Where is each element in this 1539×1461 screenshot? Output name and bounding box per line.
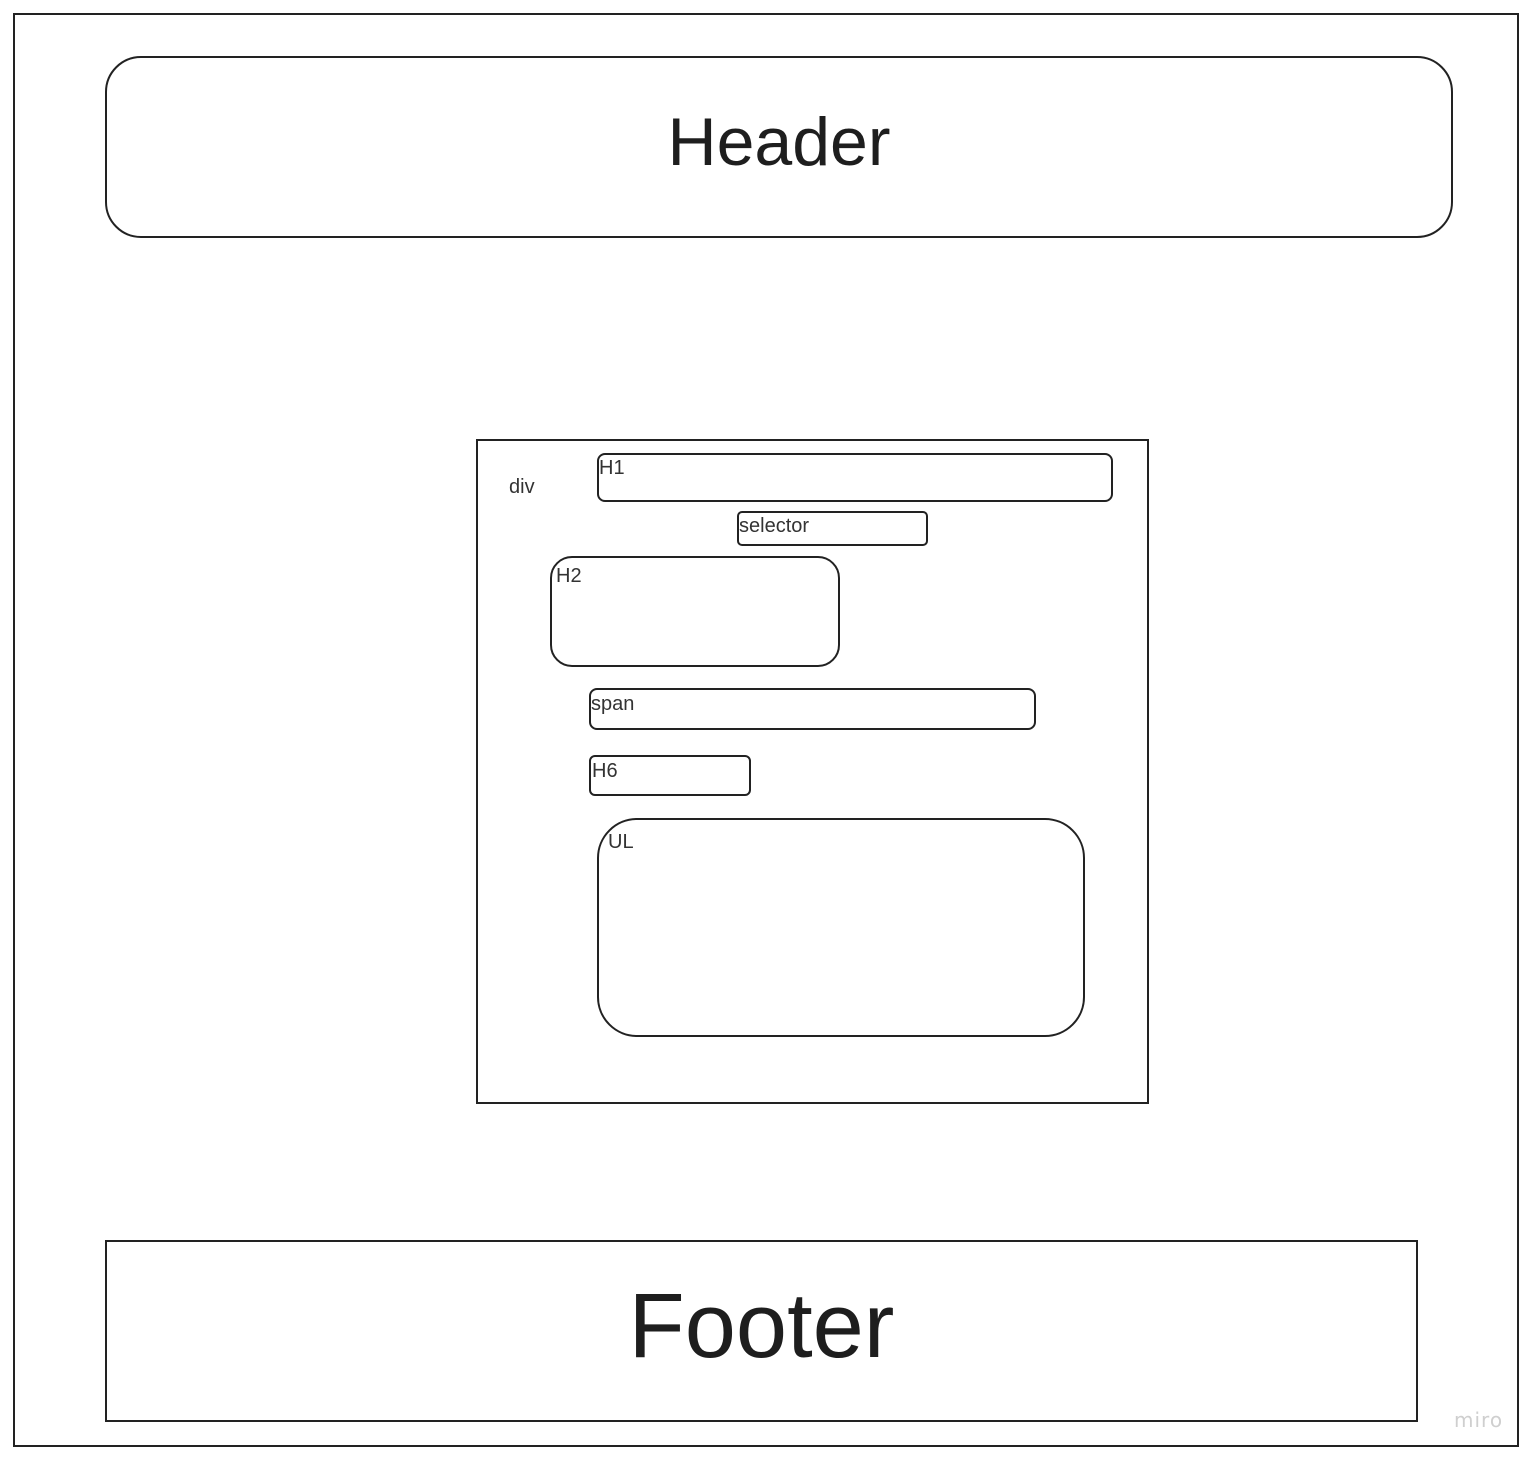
header-box: Header [105, 56, 1453, 238]
h6-label: H6 [592, 760, 618, 782]
ul-label: UL [608, 831, 634, 853]
h2-box [550, 556, 840, 667]
ul-box [597, 818, 1085, 1037]
span-box [589, 688, 1036, 730]
footer-label: Footer [628, 1275, 895, 1377]
h6-box [589, 755, 751, 796]
h2-label: H2 [556, 565, 582, 587]
selector-box [737, 511, 928, 546]
div-label: div [509, 476, 535, 498]
span-label: span [591, 693, 635, 715]
miro-watermark: miro [1454, 1408, 1504, 1432]
div-container-box [476, 439, 1149, 1104]
h1-box [597, 453, 1113, 502]
footer-box: Footer [105, 1240, 1418, 1422]
selector-label: selector [739, 515, 810, 537]
h1-label: H1 [599, 457, 625, 479]
header-label: Header [667, 104, 891, 180]
page-frame [13, 13, 1519, 1447]
